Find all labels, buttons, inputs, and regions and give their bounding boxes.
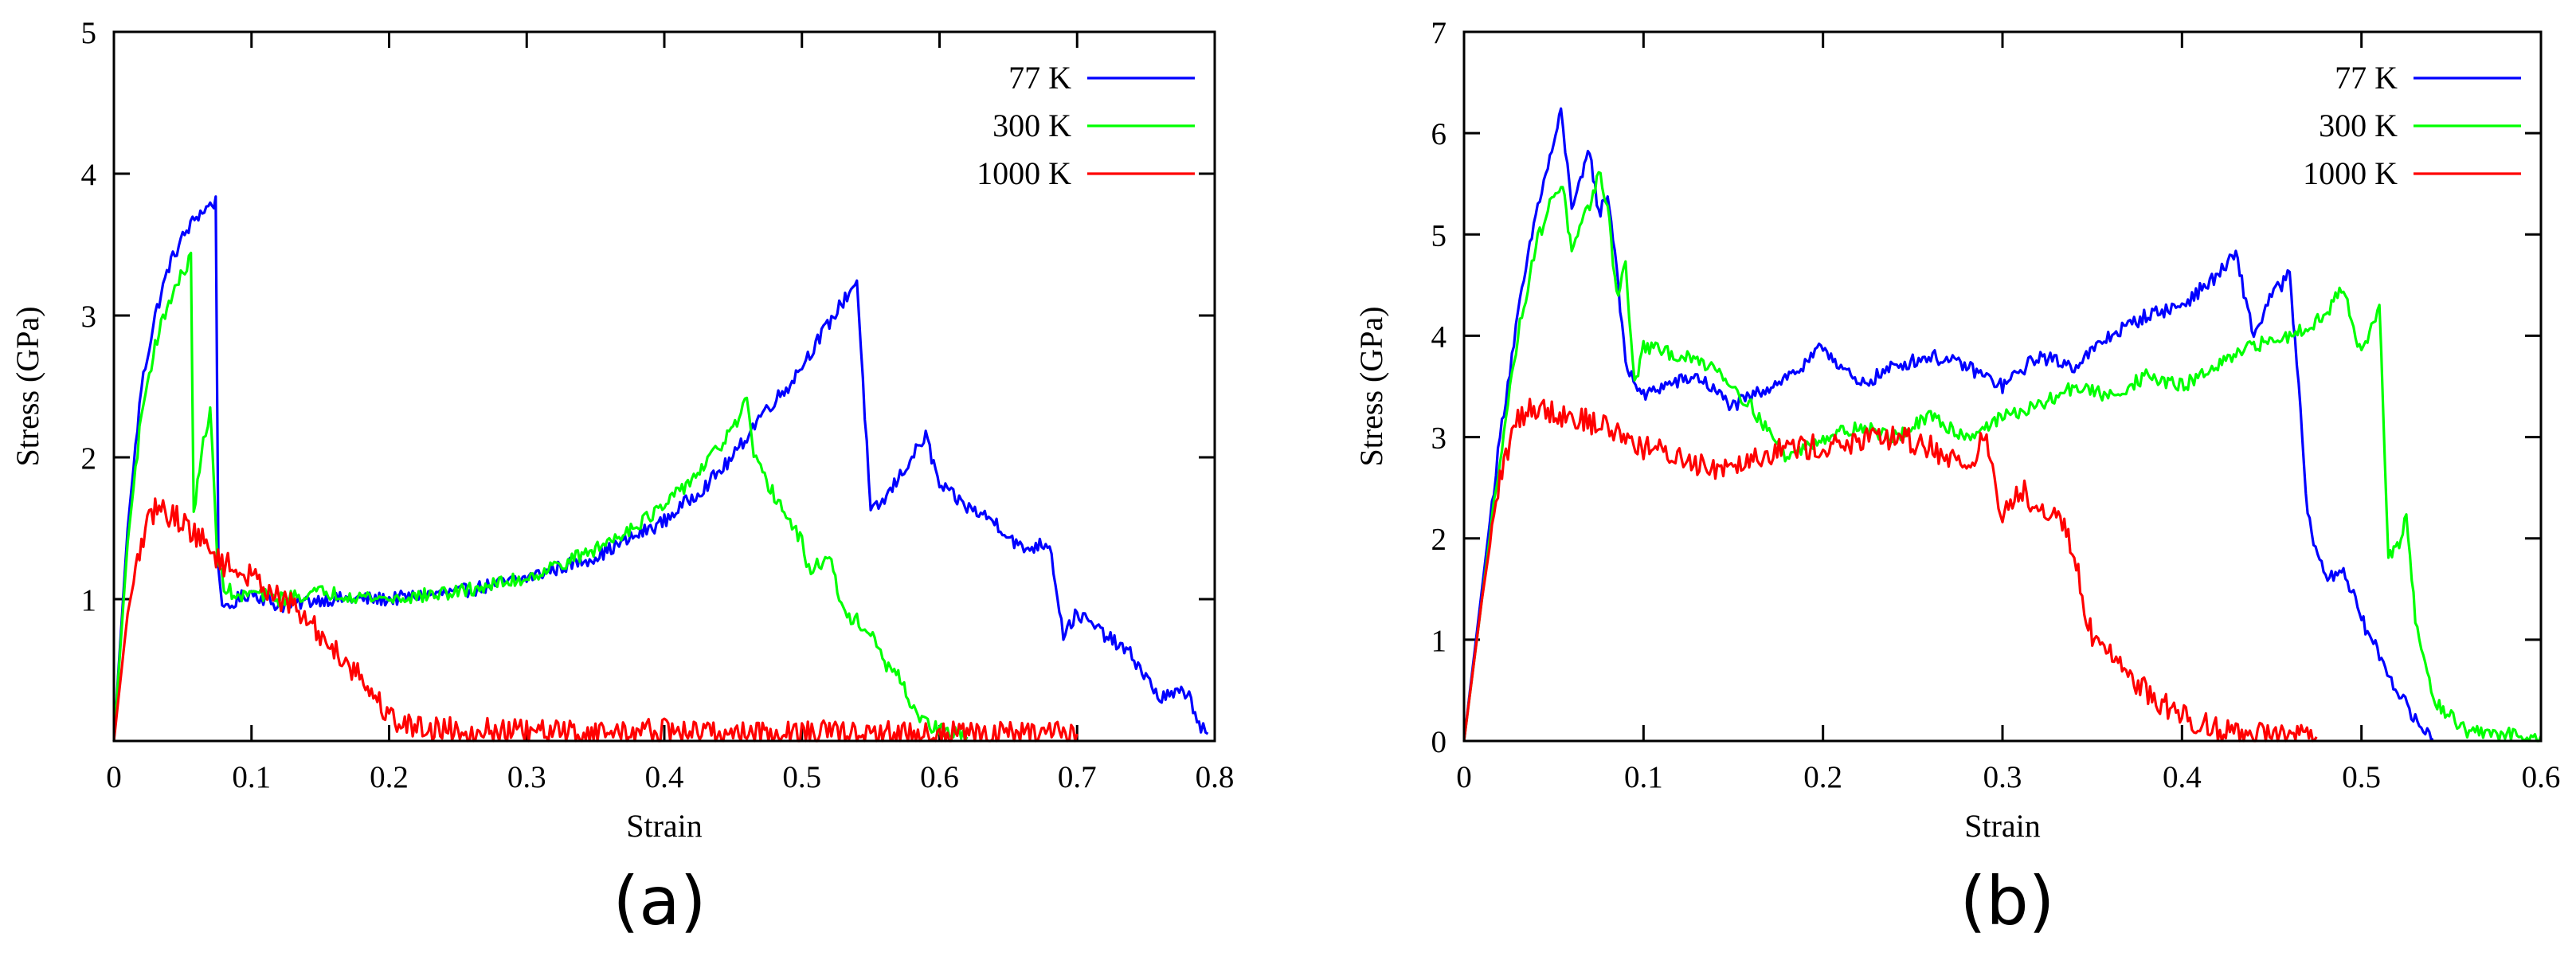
panel-b-legend: 77 K 300 K 1000 K (2303, 60, 2521, 191)
panel-b-tick-labels: 0 0.1 0.2 0.3 0.4 0.5 0.6 0 1 2 3 4 5 6 7 (1431, 16, 2561, 794)
b-series-300k-line (1462, 171, 2543, 743)
b-y-tick-label-3: 3 (1431, 421, 1447, 456)
b-x-tick-label-5: 0.5 (2342, 760, 2381, 794)
panel-a-x-axis-label: Strain (626, 808, 703, 844)
a-y-tick-label-2: 3 (81, 300, 97, 334)
b-x-tick-label-0: 0 (1456, 760, 1472, 794)
a-series-77k-line (112, 195, 1209, 742)
a-series-1000k-line (112, 497, 1079, 743)
chart-panel-b: 0 0.1 0.2 0.3 0.4 0.5 0.6 0 1 2 3 4 5 6 7 Strain Stres… (1353, 16, 2560, 940)
panel-a-legend-label-300k: 300 K (992, 108, 1071, 143)
b-y-tick-label-5: 5 (1431, 218, 1447, 253)
panel-b-legend-label-300k: 300 K (2319, 108, 2398, 143)
panel-b-caption-label: (b) (1960, 862, 2055, 940)
b-series-77k-line (1462, 107, 2434, 742)
a-x-tick-label-6: 0.6 (920, 760, 959, 794)
panel-a-y-axis-label: Stress (GPa) (10, 306, 45, 466)
b-y-tick-label-2: 2 (1431, 523, 1447, 557)
panel-b-plot-frame (1462, 30, 2543, 743)
b-x-tick-label-1: 0.1 (1624, 760, 1663, 794)
b-series-1000k-line (1462, 398, 2318, 743)
panel-b-series (1462, 107, 2543, 743)
panel-b-legend-label-77k: 77 K (2335, 60, 2398, 96)
panel-b-legend-label-1000k: 1000 K (2303, 155, 2398, 191)
panel-b-y-axis-label: Stress (GPa) (1353, 306, 1389, 466)
chart-panel-a: 0 0.1 0.2 0.3 0.4 0.5 0.6 0.7 0.8 1 2 3 4 5 Strain St… (10, 16, 1234, 940)
b-y-tick-label-4: 4 (1431, 319, 1447, 354)
panel-a-plot-frame (112, 30, 1216, 743)
a-x-tick-label-0: 0 (106, 760, 122, 794)
panel-a-legend-label-77k: 77 K (1008, 60, 1071, 96)
panel-a-tick-labels: 0 0.1 0.2 0.3 0.4 0.5 0.6 0.7 0.8 1 2 3 4 5 (81, 16, 1235, 794)
a-x-tick-label-7: 0.7 (1058, 760, 1097, 794)
a-y-tick-label-1: 2 (81, 441, 97, 476)
a-x-tick-label-5: 0.5 (782, 760, 821, 794)
a-y-tick-label-3: 4 (81, 158, 97, 192)
b-y-tick-label-1: 1 (1431, 624, 1447, 658)
a-x-tick-label-3: 0.3 (507, 760, 546, 794)
b-x-tick-label-4: 0.4 (2163, 760, 2202, 794)
panel-b-x-axis-label: Strain (1964, 808, 2041, 844)
panel-a-caption-label: (a) (613, 862, 706, 940)
panel-a-legend: 77 K 300 K 1000 K (977, 60, 1195, 191)
a-x-tick-label-1: 0.1 (232, 760, 271, 794)
a-y-tick-label-4: 5 (81, 16, 97, 50)
a-y-tick-label-0: 1 (81, 583, 97, 617)
b-y-tick-label-7: 7 (1431, 16, 1447, 50)
b-y-tick-label-6: 6 (1431, 117, 1447, 151)
a-series-300k-line (112, 251, 969, 743)
a-x-tick-label-2: 0.2 (370, 760, 409, 794)
panel-a-legend-label-1000k: 1000 K (977, 155, 1071, 191)
b-x-tick-label-3: 0.3 (1983, 760, 2022, 794)
a-x-tick-label-8: 0.8 (1196, 760, 1235, 794)
b-x-tick-label-2: 0.2 (1803, 760, 1842, 794)
panel-a-series (112, 195, 1209, 743)
a-x-tick-label-4: 0.4 (645, 760, 684, 794)
b-x-tick-label-6: 0.6 (2522, 760, 2561, 794)
b-y-tick-label-0: 0 (1431, 725, 1447, 759)
